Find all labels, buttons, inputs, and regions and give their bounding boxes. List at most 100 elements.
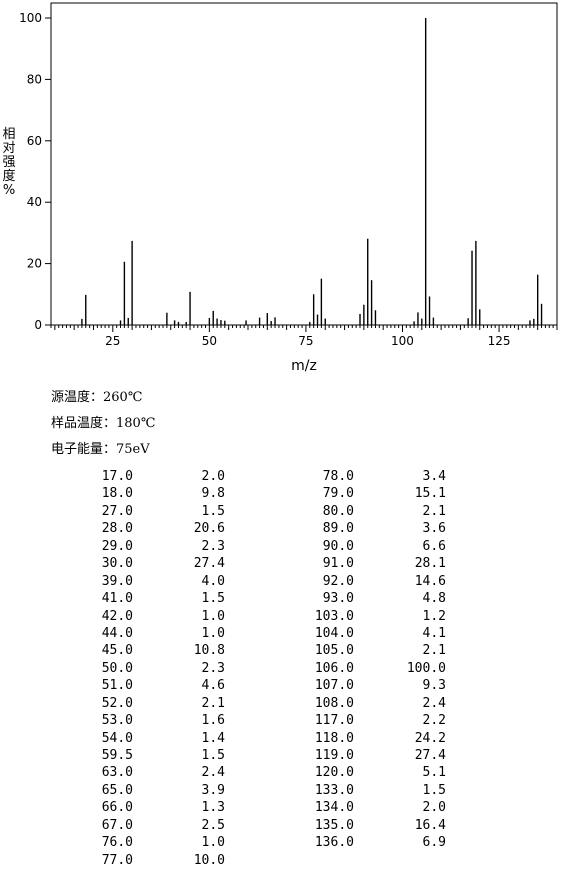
peak-table-row: 50.0 2.3 [0, 660, 570, 677]
mz-value: 136.0 [314, 835, 354, 851]
mz-value: 30.0 [101, 556, 133, 572]
peak-table-row: 118.0 24.2 [0, 730, 570, 747]
peak-table-row: 120.0 5.1 [0, 764, 570, 781]
peak-table-row: 65.0 3.9 [0, 782, 570, 799]
intensity-value: 2.4 [422, 695, 446, 711]
y-axis-ticks: 0 20 40 60 80 100 [19, 11, 51, 332]
intensity-value: 16.4 [414, 817, 446, 833]
mz-value: 78.0 [322, 469, 354, 484]
mz-value: 105.0 [314, 643, 354, 659]
peak-table-row: 17.0 2.0 [0, 468, 570, 485]
mz-value: 65.0 [101, 782, 133, 798]
source-temperature: 源温度：260℃ [51, 390, 143, 405]
y-tick-label: 40 [27, 195, 42, 209]
mz-value: 120.0 [314, 765, 354, 781]
peak-table-row: 45.0 10.8 [0, 642, 570, 659]
mz-value: 107.0 [314, 678, 354, 694]
mz-value: 103.0 [314, 608, 354, 624]
y-axis-label: 相对强度% [2, 128, 16, 198]
intensity-value: 1.0 [201, 625, 225, 641]
peak-table-row: 92.0 14.6 [0, 573, 570, 590]
peak-table-row: 89.0 3.6 [0, 520, 570, 537]
peak-table-row: 41.0 1.5 [0, 590, 570, 607]
intensity-value: 1.5 [422, 782, 446, 798]
peak-table-row: 67.0 2.5 [0, 817, 570, 834]
mz-value: 53.0 [101, 713, 133, 729]
peak-table-row: 51.0 4.6 [0, 677, 570, 694]
mz-value: 51.0 [101, 678, 133, 694]
x-tick-label: 75 [298, 334, 313, 348]
intensity-value: 4.0 [201, 573, 225, 589]
peak-table-row: 135.0 16.4 [0, 817, 570, 834]
intensity-value: 14.6 [414, 573, 446, 589]
intensity-value: 20.6 [193, 521, 225, 537]
mz-value: 29.0 [101, 538, 133, 554]
mz-value: 92.0 [322, 573, 354, 589]
intensity-value: 100.0 [406, 660, 446, 676]
intensity-value: 9.8 [201, 486, 225, 502]
y-tick-label: 20 [27, 257, 42, 271]
peak-table-row: 30.0 27.4 [0, 555, 570, 572]
intensity-value: 6.9 [422, 835, 446, 851]
peak-table-row: 78.0 3.4 [0, 468, 570, 485]
y-tick-label: 0 [34, 318, 42, 332]
intensity-value: 9.3 [422, 678, 446, 694]
mz-value: 118.0 [314, 730, 354, 746]
intensity-value: 2.4 [201, 765, 225, 781]
intensity-value: 3.9 [201, 782, 225, 798]
peak-table-row: 79.0 15.1 [0, 485, 570, 502]
y-axis-label-char: 度 [2, 169, 16, 184]
intensity-value: 27.4 [414, 748, 446, 763]
x-axis-ticks: 25 50 75 100 125 [54, 325, 558, 348]
intensity-value: 15.1 [414, 486, 446, 502]
mz-value: 59.5 [101, 748, 133, 763]
mz-value: 27.0 [101, 503, 133, 519]
peak-table-row: 27.0 1.5 [0, 503, 570, 520]
mz-value: 133.0 [314, 782, 354, 798]
peak-table-row: 59.5 1.5 [0, 747, 570, 764]
intensity-value: 1.0 [201, 835, 225, 851]
mz-value: 17.0 [101, 469, 133, 484]
y-axis-label-char: 相 [2, 127, 16, 142]
y-axis-label-char: 对 [2, 141, 16, 156]
peak-table-row: 103.0 1.2 [0, 608, 570, 625]
peak-table-row: 90.0 6.6 [0, 538, 570, 555]
intensity-value: 4.6 [201, 678, 225, 694]
x-minor-ticks [50, 325, 554, 328]
peak-table-row: 91.0 28.1 [0, 555, 570, 572]
mz-value: 44.0 [101, 625, 133, 641]
peak-table-row: 66.0 1.3 [0, 799, 570, 816]
peak-table-row: 105.0 2.1 [0, 642, 570, 659]
peak-table-row: 29.0 2.3 [0, 538, 570, 555]
intensity-value: 28.1 [414, 556, 446, 572]
peak-table-row: 133.0 1.5 [0, 782, 570, 799]
mz-value: 54.0 [101, 730, 133, 746]
mz-value: 91.0 [322, 556, 354, 572]
peak-table-row: 54.0 1.4 [0, 730, 570, 747]
y-tick-label: 60 [27, 134, 42, 148]
mz-value: 134.0 [314, 800, 354, 816]
intensity-value: 1.4 [201, 730, 225, 746]
intensity-value: 27.4 [193, 556, 225, 572]
intensity-value: 2.1 [422, 503, 446, 519]
electron-energy: 电子能量：75eV [51, 442, 150, 457]
peak-table-row: 136.0 6.9 [0, 834, 570, 851]
y-tick-label: 100 [19, 11, 42, 25]
mz-value: 66.0 [101, 800, 133, 816]
mz-value: 90.0 [322, 538, 354, 554]
intensity-value: 3.6 [422, 521, 446, 537]
peak-table-row: 44.0 1.0 [0, 625, 570, 642]
peak-table-row: 80.0 2.1 [0, 503, 570, 520]
peak-table-row: 76.0 1.0 [0, 834, 570, 851]
x-tick-label: 25 [105, 334, 120, 348]
intensity-value: 4.8 [422, 591, 446, 607]
mz-value: 93.0 [322, 591, 354, 607]
intensity-value: 24.2 [414, 730, 446, 746]
intensity-value: 1.5 [201, 503, 225, 519]
intensity-value: 2.0 [422, 800, 446, 816]
mz-value: 45.0 [101, 643, 133, 659]
intensity-value: 1.5 [201, 748, 225, 763]
peak-table-row: 42.0 1.0 [0, 608, 570, 625]
peak-table-row: 93.0 4.8 [0, 590, 570, 607]
intensity-value: 1.3 [201, 800, 225, 816]
